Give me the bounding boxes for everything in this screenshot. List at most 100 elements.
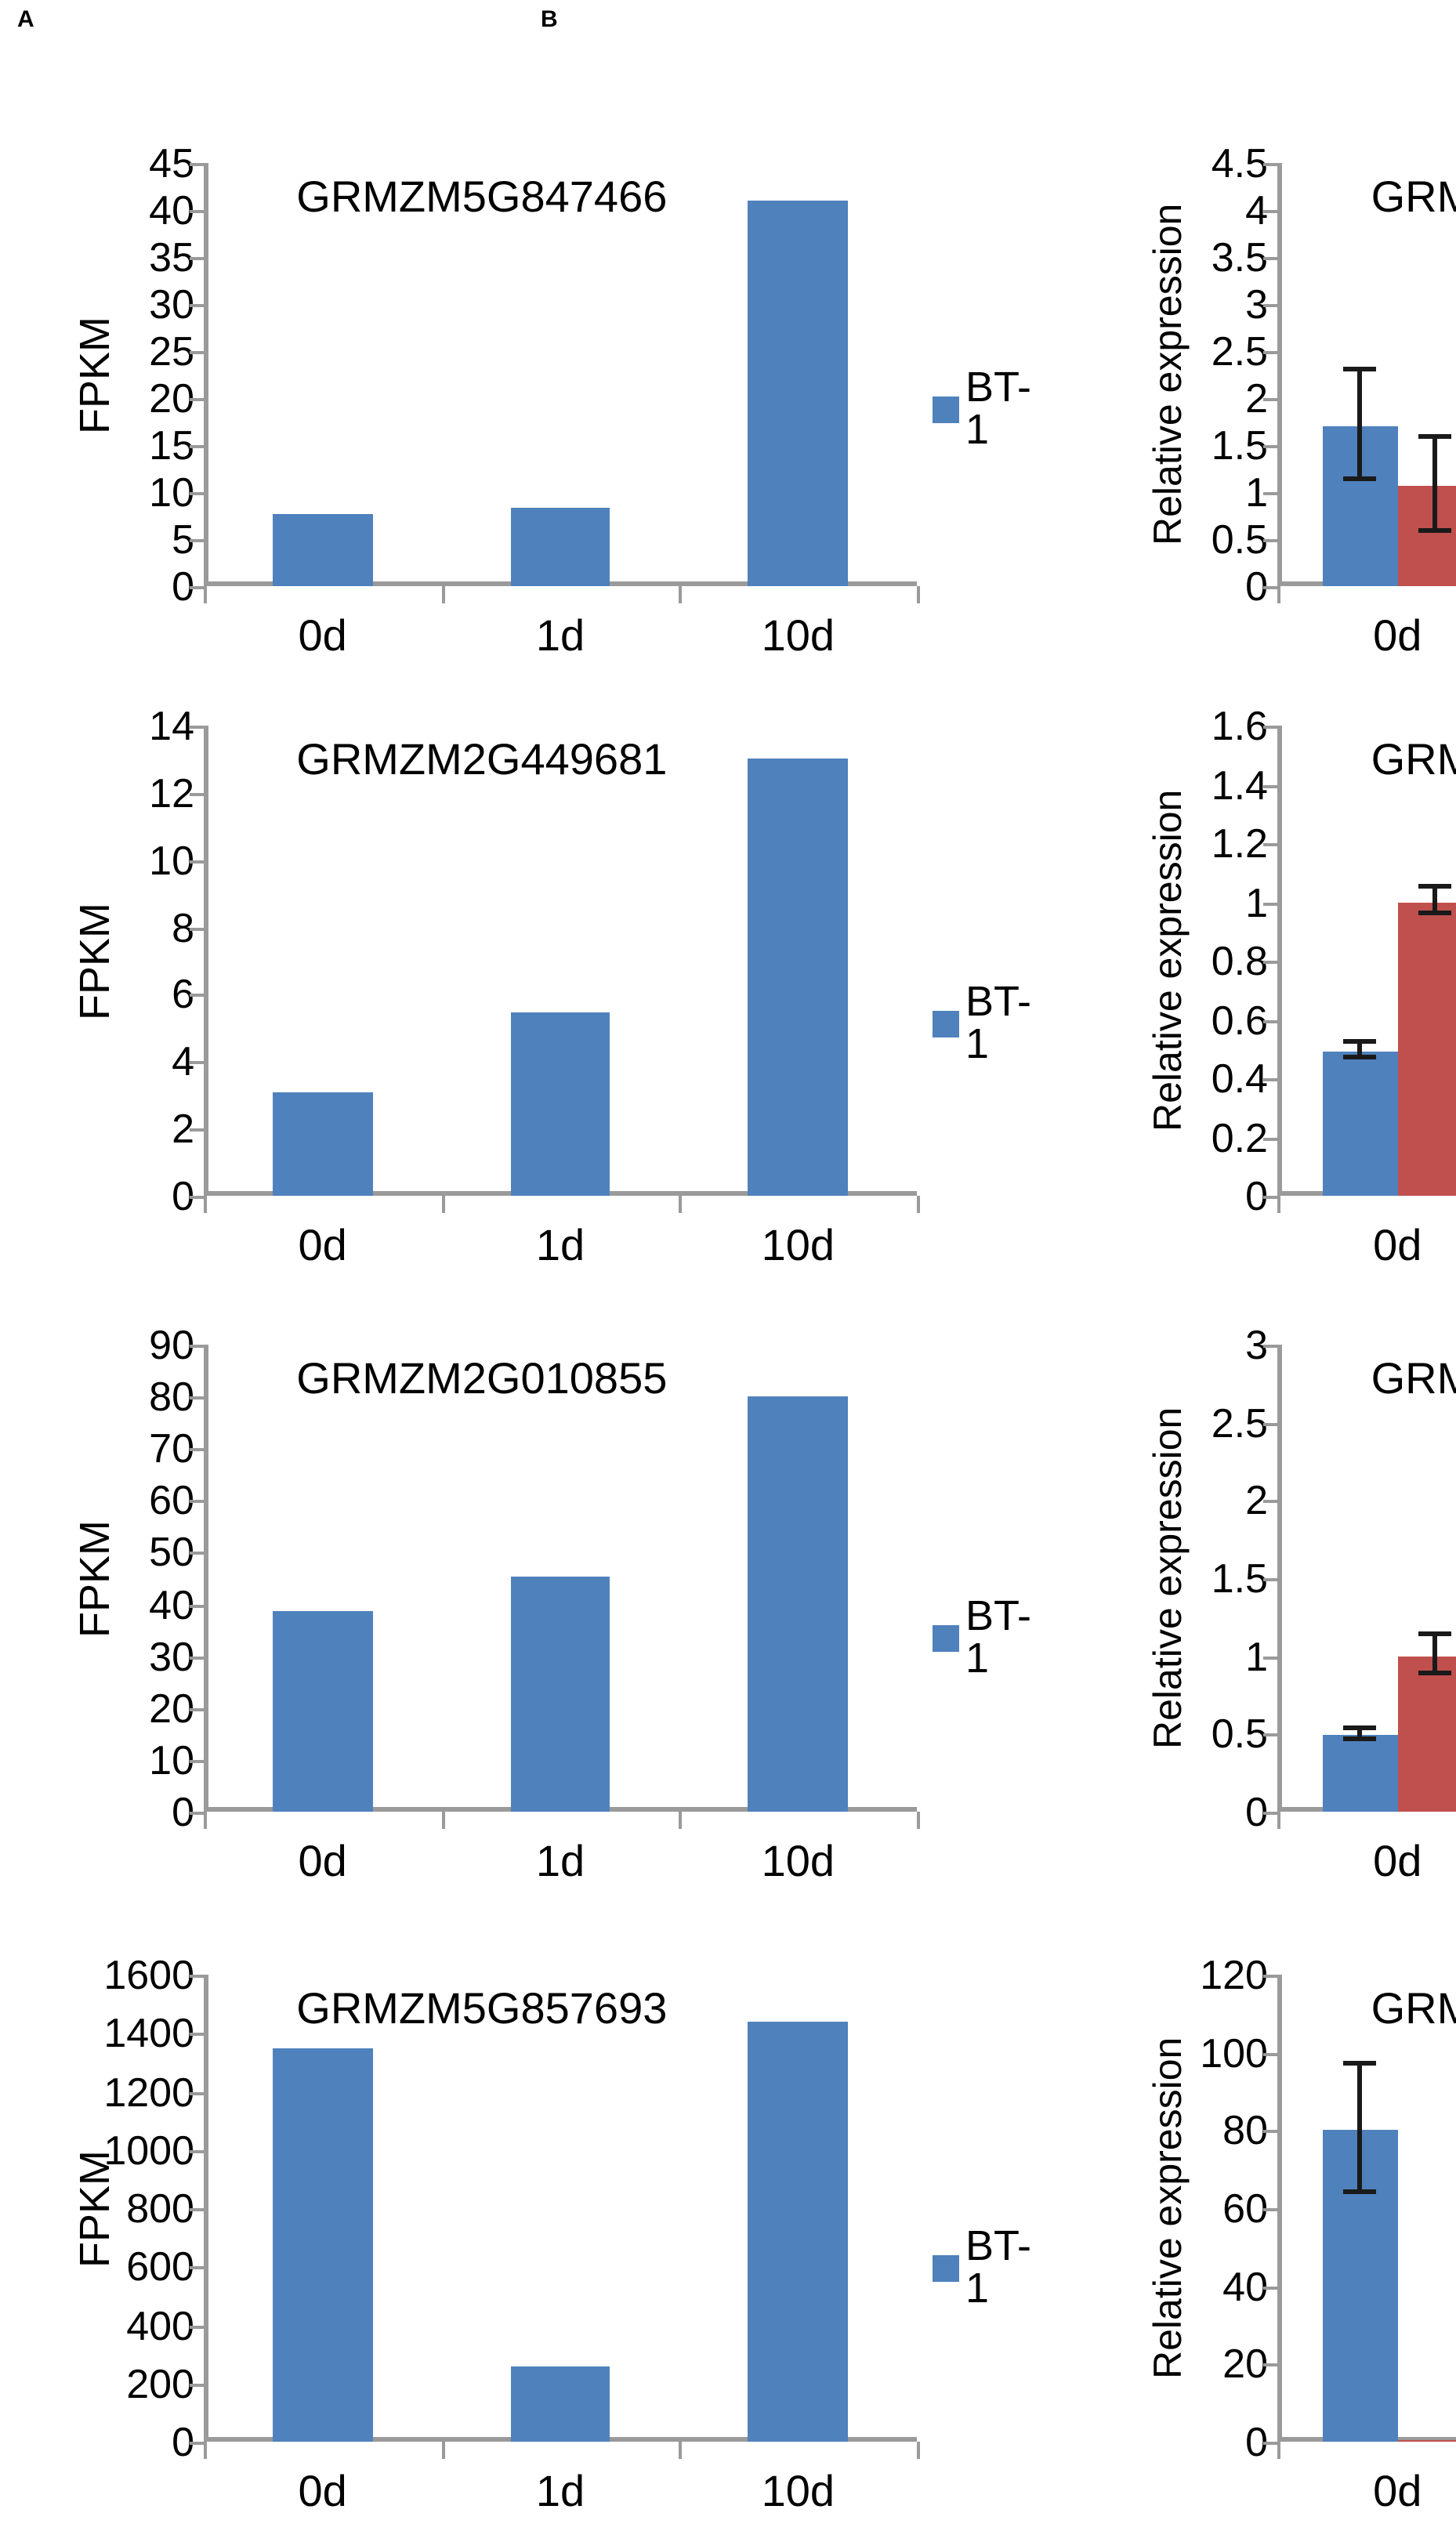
y-tick-label: 0.4 <box>1211 1055 1268 1102</box>
x-tick-mark <box>1277 586 1280 603</box>
y-tick-label: 600 <box>126 2243 194 2290</box>
legend-a1: BT-1 <box>933 364 1050 467</box>
y-tick-label: 60 <box>149 1476 194 1524</box>
y-tick-label: 0.6 <box>1211 996 1268 1043</box>
y-tick-labels-a4: 0 200 400 600 800 1000 1200 1400 1600 <box>103 1954 194 2462</box>
y-axis-line <box>204 726 208 1196</box>
y-tick-mark <box>190 2149 204 2153</box>
y-tick-mark <box>190 726 204 729</box>
legend-label: BT-1 <box>965 978 1032 1067</box>
legend-swatch-icon <box>933 396 959 422</box>
legend-item-bt1[interactable]: BT-1 <box>933 2225 1050 2310</box>
bar-bt1-10d <box>748 759 848 1196</box>
y-tick-mark <box>1263 2442 1277 2445</box>
bars-group-b3 <box>1277 1345 1456 1812</box>
error-bar-cap <box>1343 2061 1377 2066</box>
y-tick-mark <box>190 2383 204 2387</box>
legend-a2: BT-1 <box>933 978 1050 1081</box>
chart-a3: FPKM 0 10 20 30 40 50 60 70 80 90 0d 1d 10d GRMZM2G010… <box>47 1316 1050 1912</box>
x-tick-label: 1d <box>535 1837 585 1885</box>
y-tick-mark <box>190 1552 204 1555</box>
y-tick-labels-b1: 0 0.5 1 1.5 2 2.5 3 3.5 4 4.5 <box>1180 143 1268 607</box>
y-tick-mark <box>1263 1345 1277 1348</box>
x-tick-mark <box>1277 2442 1280 2459</box>
x-tick-labels-a2: 0d 1d 10d <box>204 1221 917 1274</box>
y-tick-label: 35 <box>149 234 194 281</box>
y-tick-label: 1000 <box>103 2126 194 2174</box>
y-tick-mark <box>190 1707 204 1711</box>
panel-label-b: B <box>541 6 558 32</box>
y-tick-label: 1400 <box>103 2009 194 2057</box>
error-bar <box>1357 371 1363 481</box>
bars-group-b1 <box>1277 163 1456 586</box>
error-bar-cap <box>1343 367 1377 372</box>
x-tick-label: 10d <box>761 1837 835 1885</box>
y-tick-label: 14 <box>149 702 194 749</box>
x-tick-label: 0d <box>1373 2467 1422 2515</box>
y-tick-mark <box>190 163 204 166</box>
legend-item-bt1[interactable]: BT-1 <box>933 978 1050 1067</box>
bar-bt1-1d <box>510 1577 610 1812</box>
y-tick-label: 30 <box>149 1632 194 1680</box>
error-bar-cap <box>1343 1039 1377 1045</box>
y-tick-labels-b2: 0 0.2 0.4 0.6 0.8 1 1.2 1.4 1.6 <box>1180 705 1268 1216</box>
bar-bt1-0d <box>1323 1052 1398 1196</box>
y-tick-mark <box>190 492 204 495</box>
y-tick-mark <box>190 1656 204 1660</box>
y-tick-label: 45 <box>149 139 194 186</box>
legend-item-bt1[interactable]: BT-1 <box>933 364 1050 453</box>
y-tick-mark <box>190 445 204 448</box>
error-bar-cap <box>1418 1631 1451 1637</box>
y-tick-mark <box>190 257 204 260</box>
y-tick-mark <box>1263 2052 1277 2056</box>
x-tick-mark <box>441 2442 445 2459</box>
y-tick-label: 1.5 <box>1211 422 1268 469</box>
y-tick-mark <box>1263 1078 1277 1081</box>
legend-swatch-icon <box>933 1624 959 1651</box>
y-tick-label: 0.5 <box>1211 516 1268 563</box>
y-tick-mark <box>190 304 204 307</box>
y-tick-mark <box>190 994 204 998</box>
x-tick-label: 10d <box>761 611 835 660</box>
plot-area-a3 <box>190 1345 920 1829</box>
y-tick-labels-a3: 0 10 20 30 40 50 60 70 80 90 <box>107 1324 194 1832</box>
chart-title-a1: GRMZM5G847466 <box>296 172 668 221</box>
x-tick-mark <box>204 1812 207 1829</box>
x-tick-mark <box>441 1196 445 1213</box>
y-tick-mark <box>1263 1019 1277 1023</box>
y-tick-mark <box>190 351 204 354</box>
y-tick-labels-a2: 0 2 4 6 8 10 12 14 <box>107 705 194 1216</box>
bar-n6-0d <box>1397 902 1456 1196</box>
y-tick-label: 1.2 <box>1211 820 1268 867</box>
y-tick-mark <box>1263 2208 1277 2211</box>
legend-item-bt1[interactable]: BT-1 <box>933 1595 1050 1680</box>
y-tick-mark <box>190 1128 204 1132</box>
x-tick-labels-a1: 0d 1d 10d <box>204 611 917 664</box>
y-tick-mark <box>1263 586 1277 589</box>
legend-label: BT-1 <box>965 364 1032 453</box>
y-tick-label: 20 <box>1222 2340 1268 2388</box>
y-axis-line <box>204 163 208 586</box>
y-tick-mark <box>190 2325 204 2328</box>
error-bar <box>1432 439 1437 534</box>
y-tick-mark <box>1263 2130 1277 2134</box>
x-tick-mark <box>441 1812 445 1829</box>
y-tick-mark <box>1263 1578 1277 1581</box>
y-tick-labels-b4: 0 20 40 60 80 100 120 <box>1180 1954 1268 2462</box>
y-tick-label: 40 <box>149 186 194 234</box>
error-bar <box>1357 2066 1363 2195</box>
legend-swatch-icon <box>933 1010 959 1037</box>
y-tick-label: 120 <box>1200 1951 1268 1998</box>
y-tick-mark <box>190 2266 204 2270</box>
y-tick-label: 25 <box>149 328 194 375</box>
x-tick-label: 0d <box>1373 1221 1422 1269</box>
x-tick-label: 0d <box>1373 1837 1422 1885</box>
x-tick-label: 0d <box>1373 611 1422 660</box>
chart-b1: Relative expression 0 0.5 1 1.5 2 2.5 3 3.5 4 4.5 0… <box>1097 66 1456 661</box>
y-tick-mark <box>190 1812 204 1815</box>
chart-title-a3: GRMZM2G010855 <box>296 1354 668 1403</box>
y-tick-mark <box>190 2091 204 2095</box>
plot-area-b1 <box>1263 163 1456 603</box>
